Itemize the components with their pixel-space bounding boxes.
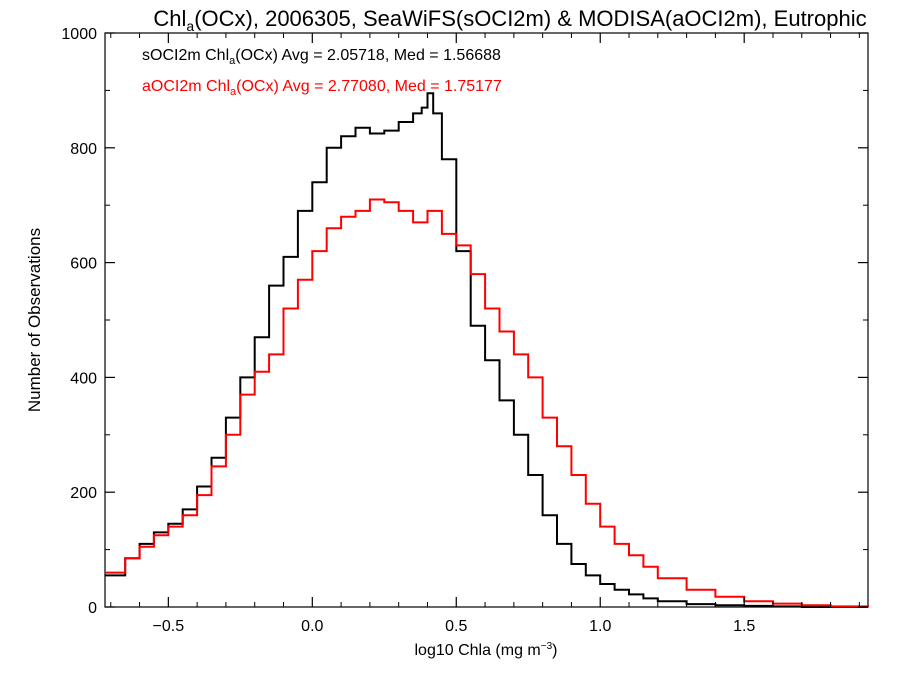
y-tick-label: 400 [70, 370, 97, 387]
x-axis: −0.5 0.0 0.5 1.0 1.5 [110, 33, 860, 635]
y-tick-label: 800 [70, 141, 97, 158]
y-tick-label: 0 [88, 600, 97, 617]
plot-frame [104, 32, 869, 608]
x-tick-label: 0.5 [445, 618, 467, 635]
x-tick-label: 1.5 [733, 618, 755, 635]
x-axis-label: log10 Chla (mg m−3) [414, 641, 557, 659]
y-tick-label: 1000 [61, 26, 97, 43]
y-axis-label: Number of Observations [25, 228, 44, 412]
y-axis: 0 200 400 600 800 1000 [61, 26, 868, 617]
chart-title: Chla(OCx), 2006305, SeaWiFS(sOCI2m) & MO… [153, 6, 866, 34]
legend-entry-soci2m: sOCI2m Chla(OCx) Avg = 2.05718, Med = 1.… [142, 47, 501, 67]
y-tick-label: 200 [70, 485, 97, 502]
legend-entry-aoci2m: aOCI2m Chla(OCx) Avg = 2.77080, Med = 1.… [142, 78, 502, 98]
series-layer [105, 92, 869, 608]
x-tick-label: 0.0 [301, 618, 323, 635]
x-tick-label: 1.0 [589, 618, 611, 635]
y-tick-label: 600 [70, 256, 97, 273]
series-line-soci2m [105, 92, 868, 608]
x-tick-label: −0.5 [153, 618, 185, 635]
series-line-aoci2m [105, 198, 869, 608]
